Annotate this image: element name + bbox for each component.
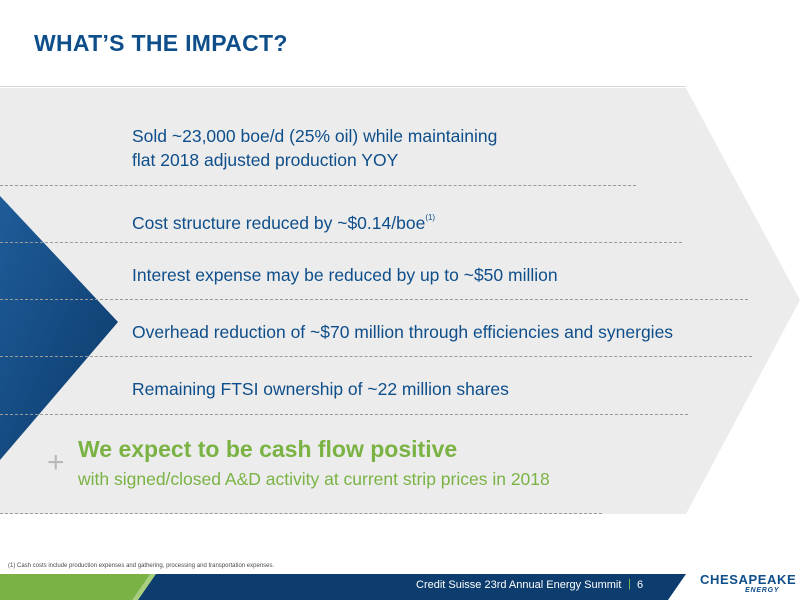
bullet-interest-expense: Interest expense may be reduced by up to…	[132, 265, 558, 285]
page-title: WHAT’S THE IMPACT?	[34, 30, 288, 56]
separator	[0, 299, 748, 300]
footer-event: Credit Suisse 23rd Annual Energy Summit	[416, 579, 622, 591]
plus-icon: +	[47, 446, 65, 479]
separator	[0, 513, 602, 514]
cashflow-subline: with signed/closed A&D activity at curre…	[78, 469, 550, 489]
bullet-ftsi: Remaining FTSI ownership of ~22 million …	[132, 379, 509, 399]
footnote-ref: (1)	[425, 213, 436, 222]
separator	[0, 242, 682, 243]
title-divider	[0, 86, 686, 87]
company-logo: CHESAPEAKE	[700, 572, 797, 587]
bullet-production: Sold ~23,000 boe/d (25% oil) while maint…	[132, 124, 497, 172]
page-number: 6	[637, 579, 644, 591]
separator	[0, 185, 636, 186]
blue-chevron-accent	[0, 196, 118, 460]
footer-green-stripe	[0, 574, 150, 600]
footer-bar	[0, 574, 686, 600]
footer-light-slant	[132, 574, 156, 600]
footnote: (1) Cash costs include production expens…	[8, 563, 275, 569]
footer-navy-band	[132, 574, 686, 600]
separator	[0, 356, 752, 357]
bullet-overhead: Overhead reduction of ~$70 million throu…	[132, 322, 674, 342]
cashflow-headline: We expect to be cash flow positive	[78, 436, 458, 462]
separator	[0, 414, 688, 415]
footer-divider: |	[628, 578, 631, 590]
bullet-cost-structure-text: Cost structure reduced by ~$0.14/boe	[132, 213, 426, 233]
bullet-production-line1: Sold ~23,000 boe/d (25% oil) while maint…	[132, 126, 498, 146]
bullet-production-line2: flat 2018 adjusted production YOY	[132, 150, 399, 170]
gray-chevron-band	[0, 88, 800, 514]
company-logo-subtitle: ENERGY	[745, 587, 780, 594]
bullet-cost-structure: Cost structure reduced by ~$0.14/boe(1)	[132, 206, 435, 235]
